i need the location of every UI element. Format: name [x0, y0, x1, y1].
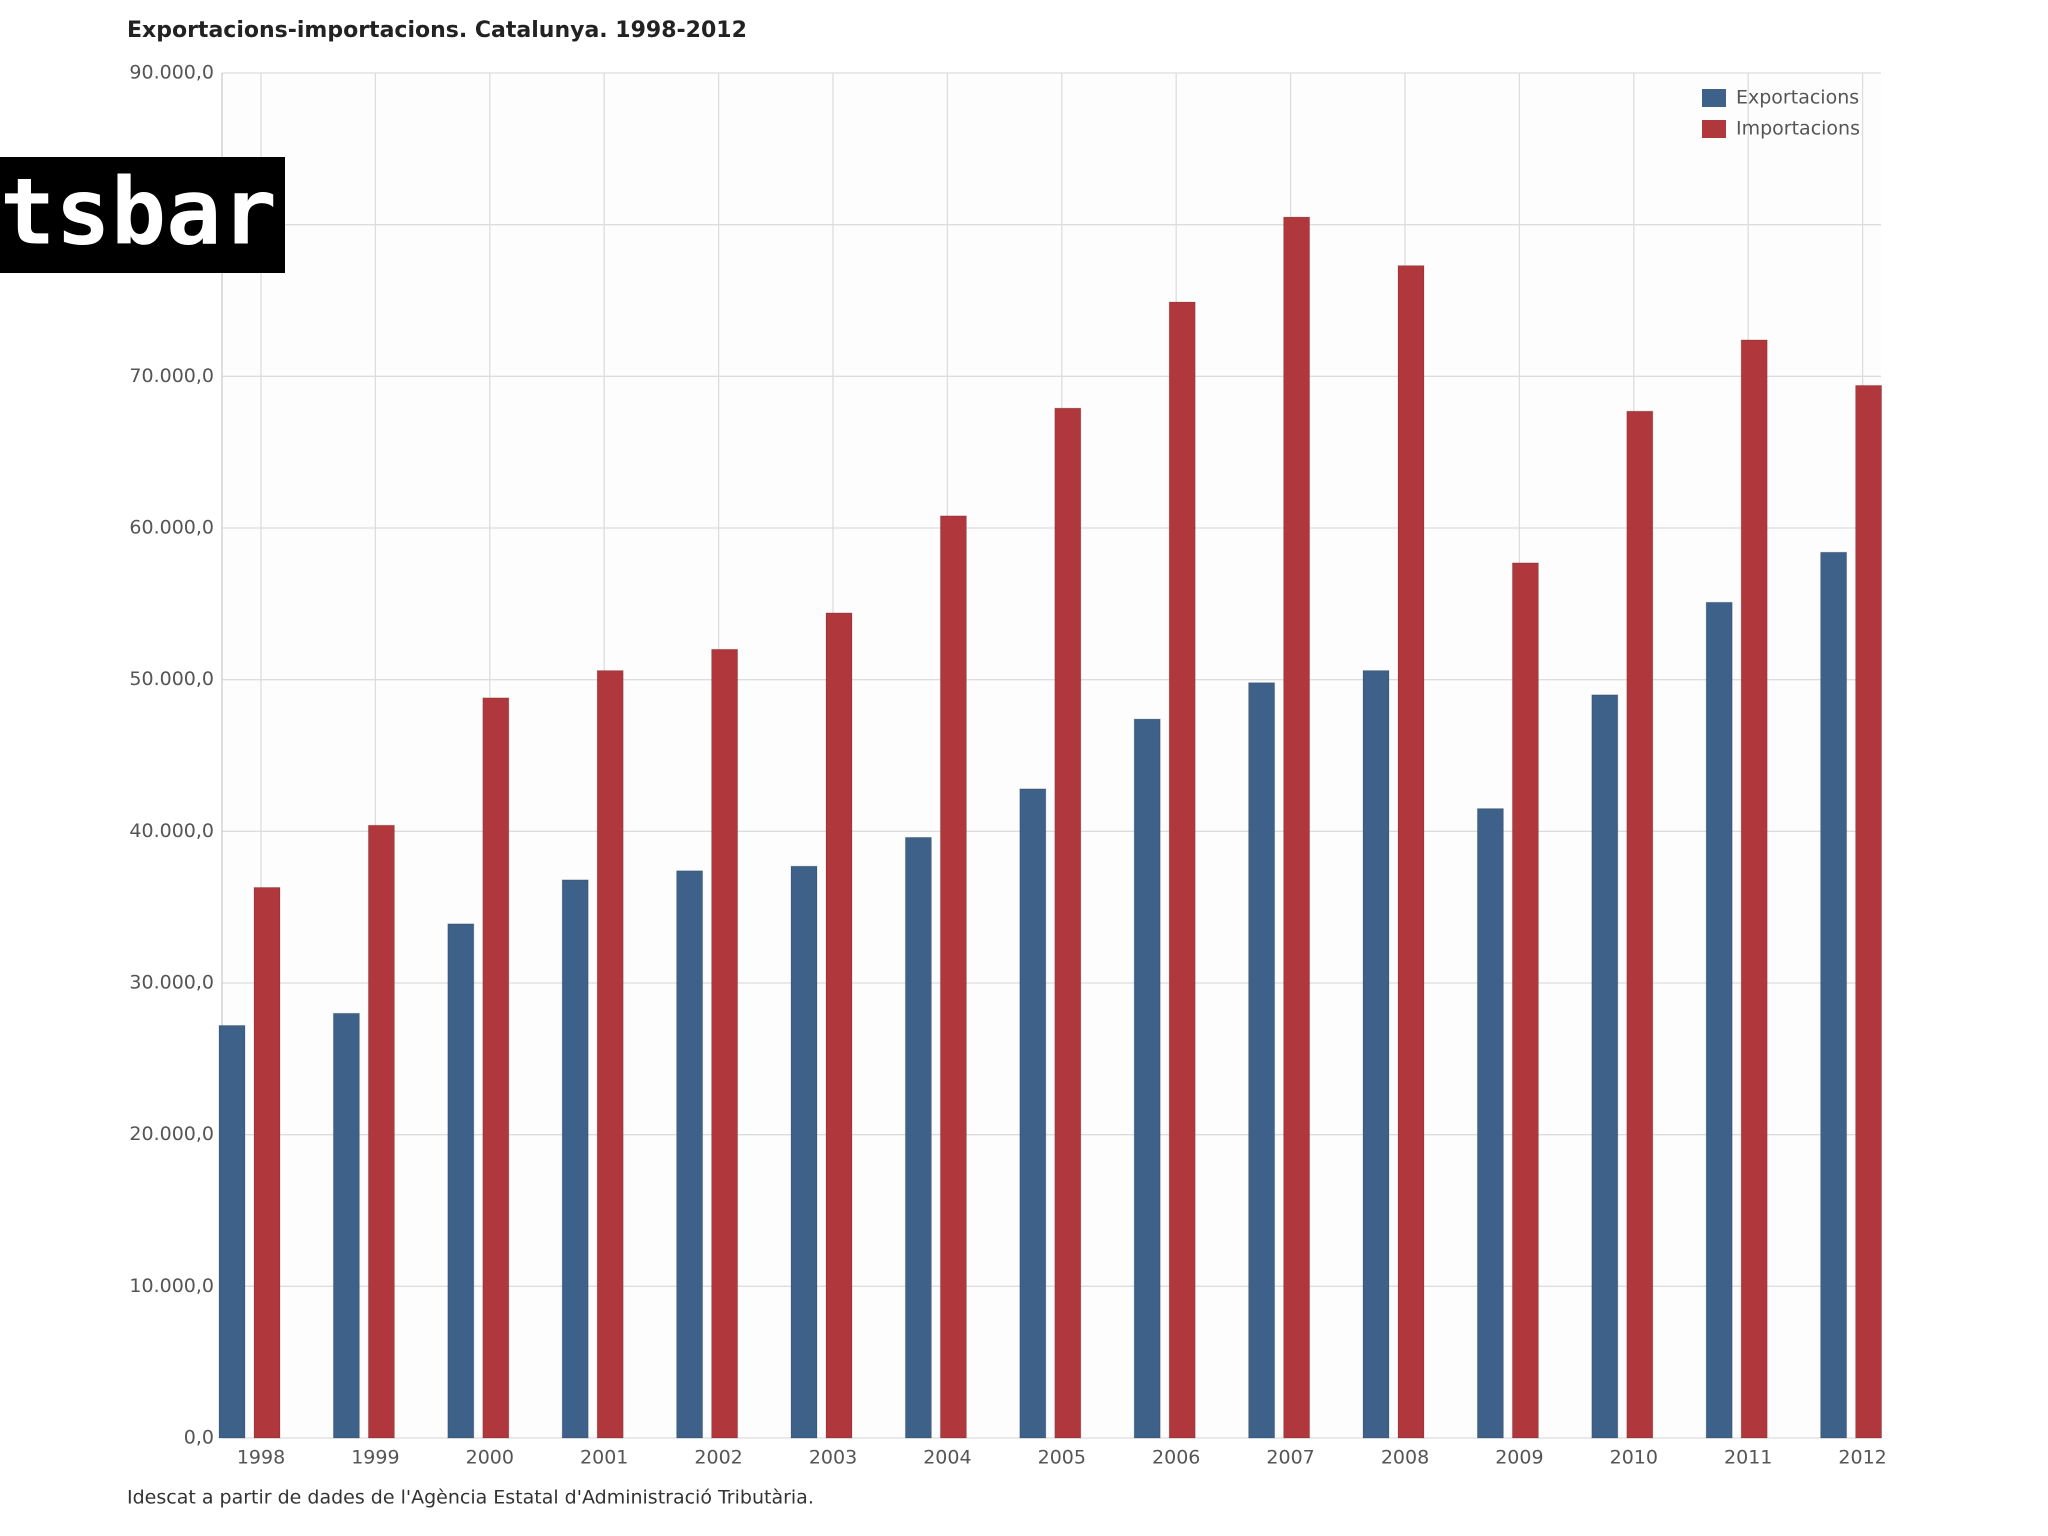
bar [1705, 601, 1733, 1439]
bar [561, 879, 589, 1439]
x-tick-label: 2008 [1381, 1447, 1429, 1469]
y-tick-label: 0,0 [184, 1427, 214, 1449]
overlay-text: tsbar [0, 158, 277, 265]
bar [367, 824, 395, 1439]
legend-label: Importacions [1736, 118, 1860, 140]
bar [253, 886, 281, 1439]
bar [711, 648, 739, 1439]
bar [1820, 551, 1848, 1439]
x-tick-label: 2003 [809, 1447, 857, 1469]
bar [676, 870, 704, 1439]
x-tick-label: 2001 [580, 1447, 628, 1469]
legend-label: Exportacions [1736, 87, 1859, 109]
x-tick-label: 2004 [923, 1447, 971, 1469]
bar [1054, 407, 1082, 1439]
x-tick-label: 1998 [237, 1447, 285, 1469]
x-tick-label: 2010 [1610, 1447, 1658, 1469]
bar [1476, 808, 1504, 1439]
y-tick-label: 90.000,0 [129, 62, 214, 84]
bar [904, 836, 932, 1439]
y-tick-label: 30.000,0 [129, 972, 214, 994]
bar [1591, 694, 1619, 1439]
bar [1626, 410, 1654, 1439]
bar [332, 1012, 360, 1439]
x-tick-label: 2009 [1495, 1447, 1543, 1469]
bar [1362, 670, 1390, 1439]
y-tick-label: 10.000,0 [129, 1275, 214, 1297]
y-tick-label: 20.000,0 [129, 1123, 214, 1145]
bar [1511, 562, 1539, 1439]
source-note: Idescat a partir de dades de l'Agència E… [127, 1487, 814, 1509]
x-tick-label: 2012 [1838, 1447, 1886, 1469]
bar [790, 865, 818, 1439]
y-tick-label: 60.000,0 [129, 517, 214, 539]
y-tick-label: 40.000,0 [129, 820, 214, 842]
chart-title: Exportacions-importacions. Catalunya. 19… [127, 18, 747, 43]
legend-swatch [1702, 120, 1726, 138]
legend-swatch [1702, 89, 1726, 107]
x-tick-label: 2000 [466, 1447, 514, 1469]
x-tick-label: 2002 [694, 1447, 742, 1469]
bar [1397, 265, 1425, 1439]
bar [447, 923, 475, 1439]
bar [939, 515, 967, 1439]
bar [218, 1024, 246, 1439]
x-tick-label: 2005 [1038, 1447, 1086, 1469]
x-tick-label: 1999 [351, 1447, 399, 1469]
bar [596, 670, 624, 1439]
bar [1019, 788, 1047, 1439]
y-tick-label: 70.000,0 [129, 365, 214, 387]
x-tick-label: 2007 [1266, 1447, 1314, 1469]
x-tick-label: 2011 [1724, 1447, 1772, 1469]
bar [1283, 216, 1311, 1439]
bar [482, 697, 510, 1439]
overlay-box [0, 157, 285, 273]
bar [1168, 301, 1196, 1439]
bar [1248, 682, 1276, 1439]
bar [1740, 339, 1768, 1439]
y-tick-label: 50.000,0 [129, 668, 214, 690]
bar [1133, 718, 1161, 1439]
bar [1855, 384, 1883, 1439]
x-tick-label: 2006 [1152, 1447, 1200, 1469]
bar [825, 612, 853, 1439]
